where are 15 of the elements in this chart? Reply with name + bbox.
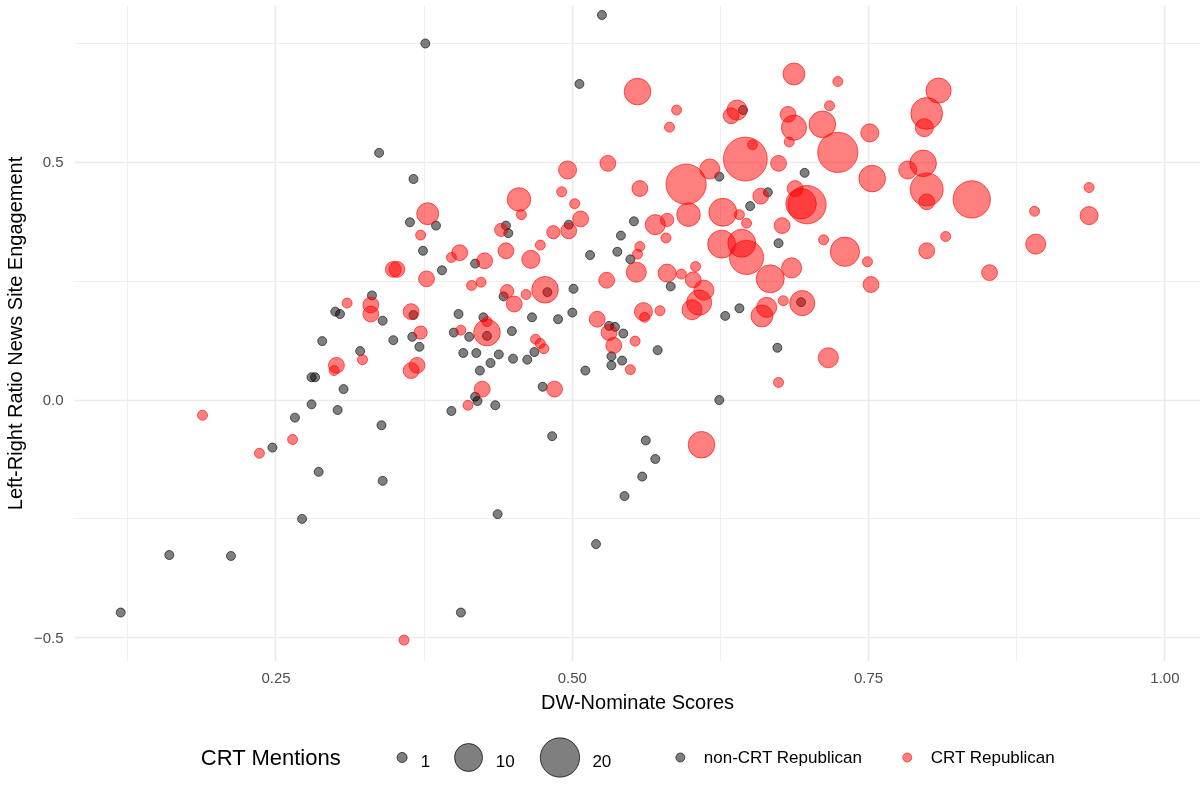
- y-tick-label: 0.0: [42, 391, 64, 409]
- x-tick-label: 0.75: [854, 668, 884, 686]
- legend-label: CRT Republican: [930, 747, 1055, 767]
- y-axis-title: Left-Right Ratio News Site Engagement: [3, 156, 26, 511]
- y-tick-label: 0.5: [42, 153, 64, 171]
- x-axis-title: DW-Nominate Scores: [540, 690, 735, 713]
- legend-label: 10: [495, 751, 515, 771]
- x-tick-label: 1.00: [1150, 668, 1180, 686]
- x-tick-label: 0.50: [557, 668, 587, 686]
- legend-label: 1: [420, 751, 431, 771]
- x-tick-label: 0.25: [261, 668, 291, 686]
- legend-label: non-CRT Republican: [703, 747, 862, 767]
- y-tick-label: −0.5: [33, 628, 64, 646]
- legend-title: CRT Mentions: [200, 744, 341, 770]
- legend-label: 20: [592, 751, 612, 771]
